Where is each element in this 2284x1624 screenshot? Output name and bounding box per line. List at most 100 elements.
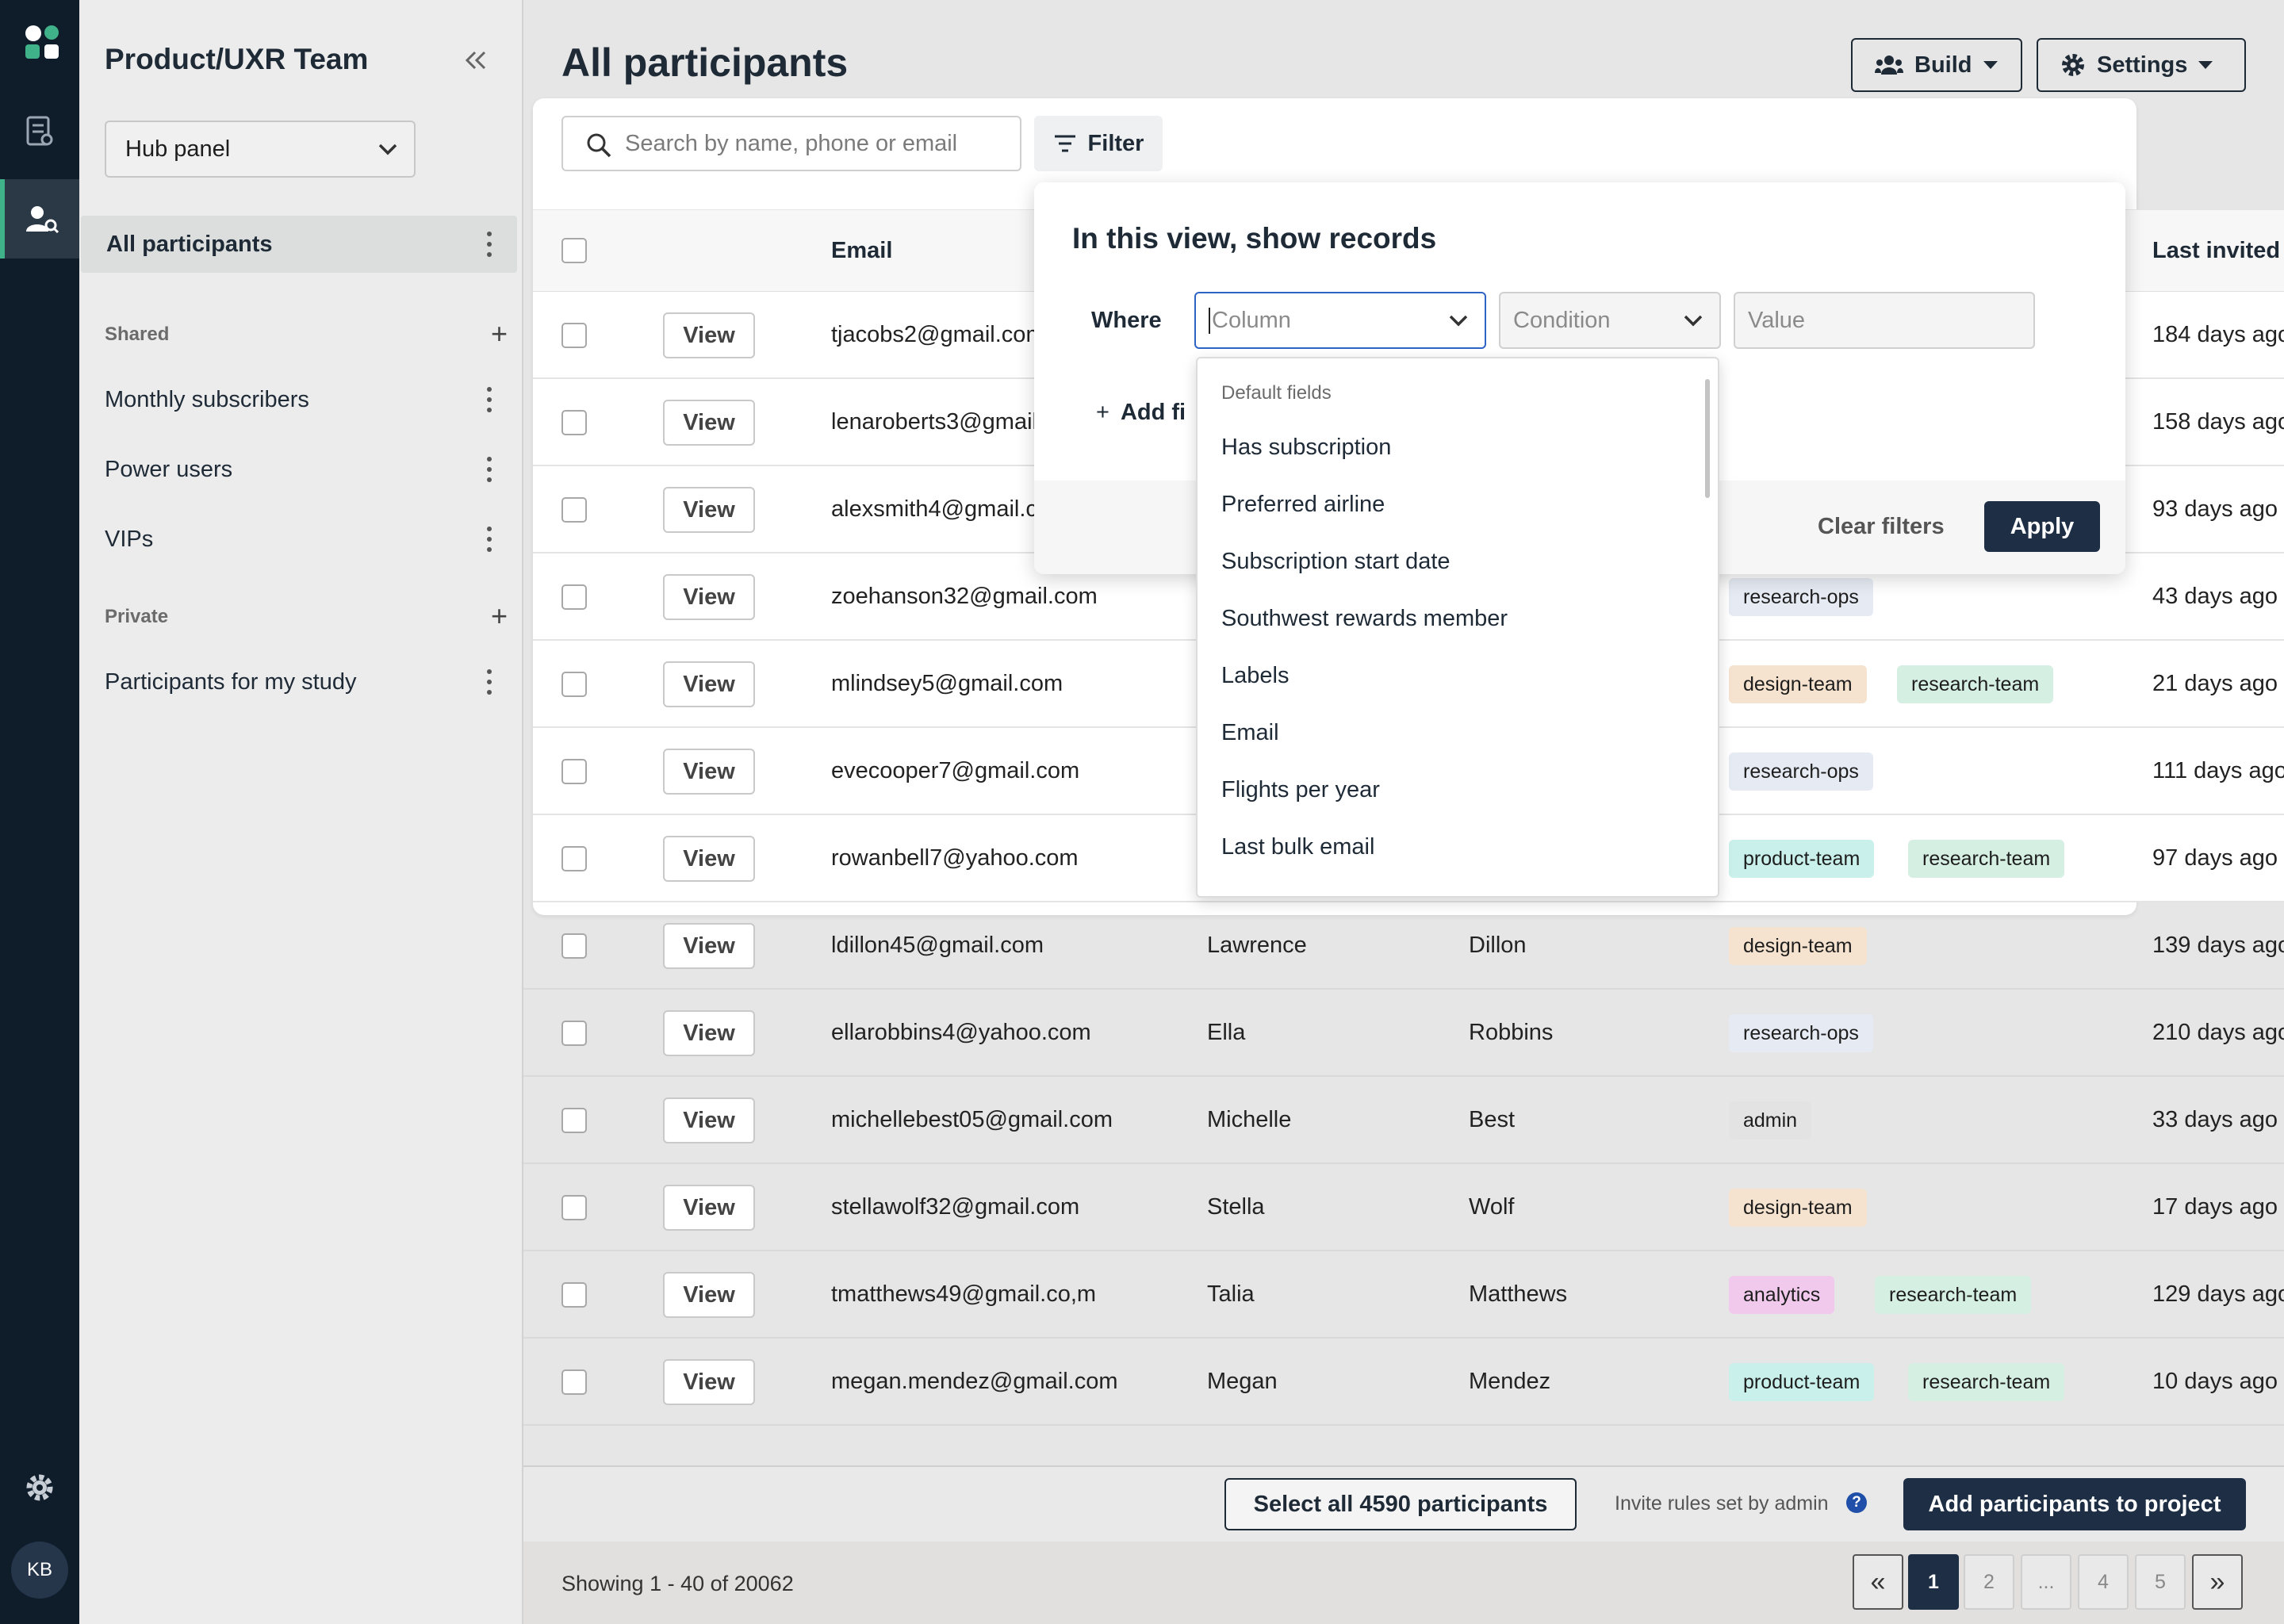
- settings-button[interactable]: Settings: [2037, 38, 2246, 92]
- row-checkbox[interactable]: [561, 323, 587, 348]
- more-options-icon[interactable]: [485, 527, 493, 552]
- dropdown-option[interactable]: Preferred airline: [1221, 492, 1385, 517]
- sidebar-item-monthly-subscribers[interactable]: Monthly subscribers: [79, 371, 517, 428]
- last-invited-cell: 10 days ago: [2152, 1369, 2278, 1394]
- sidebar-item-label: VIPs: [105, 526, 154, 552]
- dropdown-option[interactable]: Labels: [1221, 663, 1290, 688]
- studies-nav-icon[interactable]: [0, 92, 79, 171]
- view-button[interactable]: View: [663, 836, 755, 882]
- participants-nav-icon[interactable]: [0, 179, 79, 259]
- search-placeholder: Search by name, phone or email: [625, 130, 958, 156]
- page-button[interactable]: 4: [2078, 1554, 2129, 1610]
- view-button[interactable]: View: [663, 661, 755, 707]
- last-invited-cell: 97 days ago: [2152, 845, 2278, 871]
- dropdown-option[interactable]: Subscription start date: [1221, 549, 1450, 574]
- view-button[interactable]: View: [663, 923, 755, 969]
- label-tag: design-team: [1729, 927, 1867, 965]
- row-checkbox[interactable]: [561, 759, 587, 784]
- row-checkbox[interactable]: [561, 1195, 587, 1220]
- view-button[interactable]: View: [663, 312, 755, 358]
- app-logo-icon[interactable]: [24, 24, 60, 60]
- view-button[interactable]: View: [663, 1272, 755, 1318]
- dropdown-option[interactable]: Has subscription: [1221, 435, 1392, 460]
- row-checkbox[interactable]: [561, 933, 587, 959]
- last-invited-cell: 129 days ago: [2152, 1281, 2284, 1307]
- gear-icon: [2062, 54, 2084, 76]
- build-button[interactable]: Build: [1851, 38, 2022, 92]
- page-button[interactable]: 1: [1908, 1554, 1959, 1610]
- panel-select[interactable]: Hub panel: [105, 121, 416, 178]
- caret-down-icon: [2198, 61, 2213, 69]
- collapse-sidebar-icon[interactable]: [460, 44, 492, 76]
- page-button[interactable]: 2: [1964, 1554, 2014, 1610]
- column-header-email[interactable]: Email: [831, 238, 893, 263]
- row-checkbox[interactable]: [561, 1282, 587, 1308]
- view-button[interactable]: View: [663, 574, 755, 620]
- column-select[interactable]: Column: [1194, 292, 1486, 349]
- row-checkbox[interactable]: [561, 1369, 587, 1395]
- dropdown-option[interactable]: Email: [1221, 720, 1279, 745]
- view-button[interactable]: View: [663, 1185, 755, 1231]
- select-all-checkbox[interactable]: [561, 238, 587, 263]
- row-checkbox[interactable]: [561, 1108, 587, 1133]
- sidebar-item-all-participants[interactable]: All participants: [81, 216, 517, 273]
- add-shared-view-icon[interactable]: +: [490, 317, 508, 350]
- row-checkbox[interactable]: [561, 410, 587, 435]
- column-header-last-invited[interactable]: Last invited: [2152, 238, 2281, 263]
- value-input[interactable]: Value: [1734, 292, 2035, 349]
- view-button[interactable]: View: [663, 487, 755, 533]
- search-icon: [587, 133, 611, 158]
- last-invited-cell: 210 days ago: [2152, 1020, 2284, 1045]
- table-row: [523, 1339, 2284, 1426]
- row-checkbox[interactable]: [561, 584, 587, 610]
- email-cell: mlindsey5@gmail.com: [831, 671, 1063, 696]
- first-name-cell: Stella: [1207, 1194, 1265, 1220]
- view-button[interactable]: View: [663, 749, 755, 795]
- first-name-cell: Lawrence: [1207, 933, 1307, 958]
- label-tag: product-team: [1729, 1363, 1875, 1401]
- select-all-participants-button[interactable]: Select all 4590 participants: [1224, 1478, 1577, 1530]
- first-page-icon[interactable]: «: [1853, 1554, 1903, 1610]
- users-icon: [1875, 56, 1903, 75]
- last-page-icon[interactable]: »: [2192, 1554, 2243, 1610]
- add-to-project-button[interactable]: Add participants to project: [1903, 1478, 2246, 1530]
- dropdown-option[interactable]: Southwest rewards member: [1221, 606, 1508, 631]
- label-tag: research-team: [1908, 840, 2065, 878]
- email-cell: stellawolf32@gmail.com: [831, 1194, 1080, 1220]
- dropdown-option[interactable]: Flights per year: [1221, 777, 1380, 802]
- dropdown-option[interactable]: Last bulk email: [1221, 834, 1375, 860]
- view-button[interactable]: View: [663, 1097, 755, 1143]
- build-label: Build: [1914, 52, 1972, 78]
- view-button[interactable]: View: [663, 400, 755, 446]
- sidebar-item-vips[interactable]: VIPs: [79, 511, 517, 568]
- settings-gear-icon[interactable]: [0, 1448, 79, 1527]
- sidebar-item-participants-for-my-study[interactable]: Participants for my study: [79, 653, 517, 710]
- row-checkbox[interactable]: [561, 672, 587, 697]
- table-row: [523, 1251, 2284, 1339]
- more-options-icon[interactable]: [485, 669, 493, 695]
- sidebar-item-power-users[interactable]: Power users: [79, 441, 517, 498]
- filter-button[interactable]: Filter: [1034, 116, 1163, 171]
- clear-filters-button[interactable]: Clear filters: [1818, 514, 1945, 539]
- more-options-icon[interactable]: [485, 232, 493, 257]
- user-avatar[interactable]: KB: [11, 1542, 68, 1599]
- more-options-icon[interactable]: [485, 387, 493, 412]
- column-dropdown-menu: Default fields Has subscription Preferre…: [1196, 357, 1719, 898]
- dropdown-scrollbar[interactable]: [1705, 379, 1710, 498]
- last-name-cell: Wolf: [1469, 1194, 1515, 1220]
- more-options-icon[interactable]: [485, 457, 493, 482]
- last-name-cell: Matthews: [1469, 1281, 1568, 1307]
- table-row: [523, 902, 2284, 990]
- search-input[interactable]: Search by name, phone or email: [561, 116, 1021, 171]
- add-private-view-icon[interactable]: +: [490, 599, 508, 632]
- row-checkbox[interactable]: [561, 1021, 587, 1046]
- view-button[interactable]: View: [663, 1359, 755, 1405]
- apply-button[interactable]: Apply: [1984, 501, 2100, 552]
- page-button[interactable]: 5: [2135, 1554, 2186, 1610]
- add-filter-button[interactable]: + Add fi: [1096, 400, 1186, 426]
- view-button[interactable]: View: [663, 1010, 755, 1056]
- condition-select[interactable]: Condition: [1499, 292, 1721, 349]
- row-checkbox[interactable]: [561, 846, 587, 871]
- help-icon[interactable]: ?: [1846, 1492, 1867, 1513]
- row-checkbox[interactable]: [561, 497, 587, 523]
